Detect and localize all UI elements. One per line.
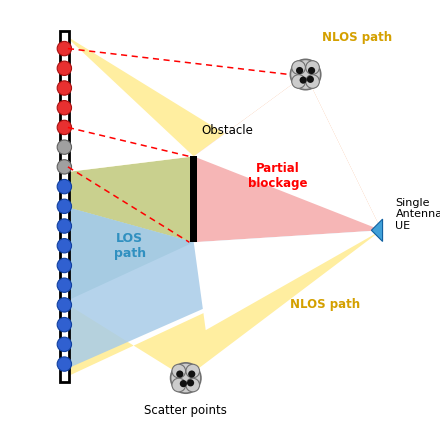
Circle shape [57,81,72,95]
Circle shape [176,371,183,378]
Circle shape [57,160,72,174]
Circle shape [172,364,186,378]
Circle shape [296,67,303,74]
Polygon shape [64,206,381,370]
Circle shape [188,371,195,378]
Circle shape [57,258,72,273]
Polygon shape [194,75,381,242]
Polygon shape [64,156,194,242]
Circle shape [290,59,321,90]
Circle shape [306,75,319,88]
Circle shape [306,61,319,74]
Polygon shape [371,219,382,241]
Polygon shape [194,230,381,330]
Circle shape [57,239,72,253]
Circle shape [57,357,72,371]
Circle shape [57,120,72,135]
Circle shape [300,76,307,84]
Circle shape [292,75,305,88]
Text: LOS
path: LOS path [114,232,146,260]
Circle shape [57,318,72,332]
Polygon shape [194,75,381,230]
Text: Scatter points: Scatter points [144,404,227,417]
Bar [190,156,198,242]
Circle shape [57,219,72,233]
Text: Single
Antenna
UE: Single Antenna UE [396,198,440,231]
Text: NLOS path: NLOS path [290,298,360,311]
Circle shape [186,364,200,378]
Circle shape [292,61,305,74]
Polygon shape [64,206,194,302]
Circle shape [57,61,72,75]
Circle shape [57,100,72,115]
Circle shape [57,199,72,214]
Text: Partial
blockage: Partial blockage [248,162,308,190]
Polygon shape [64,230,381,378]
Circle shape [172,378,186,392]
Bar [60,31,69,382]
Circle shape [57,278,72,293]
Circle shape [186,378,200,392]
Circle shape [308,67,315,74]
Circle shape [171,363,201,393]
Circle shape [307,76,314,83]
Text: Obstacle: Obstacle [202,124,253,137]
Circle shape [180,380,187,387]
Circle shape [57,179,72,194]
Circle shape [57,337,72,351]
Circle shape [57,140,72,154]
Polygon shape [64,35,194,173]
Text: NLOS path: NLOS path [322,31,392,44]
Polygon shape [64,35,381,230]
Circle shape [57,298,72,312]
Circle shape [57,42,72,56]
Circle shape [187,379,194,386]
